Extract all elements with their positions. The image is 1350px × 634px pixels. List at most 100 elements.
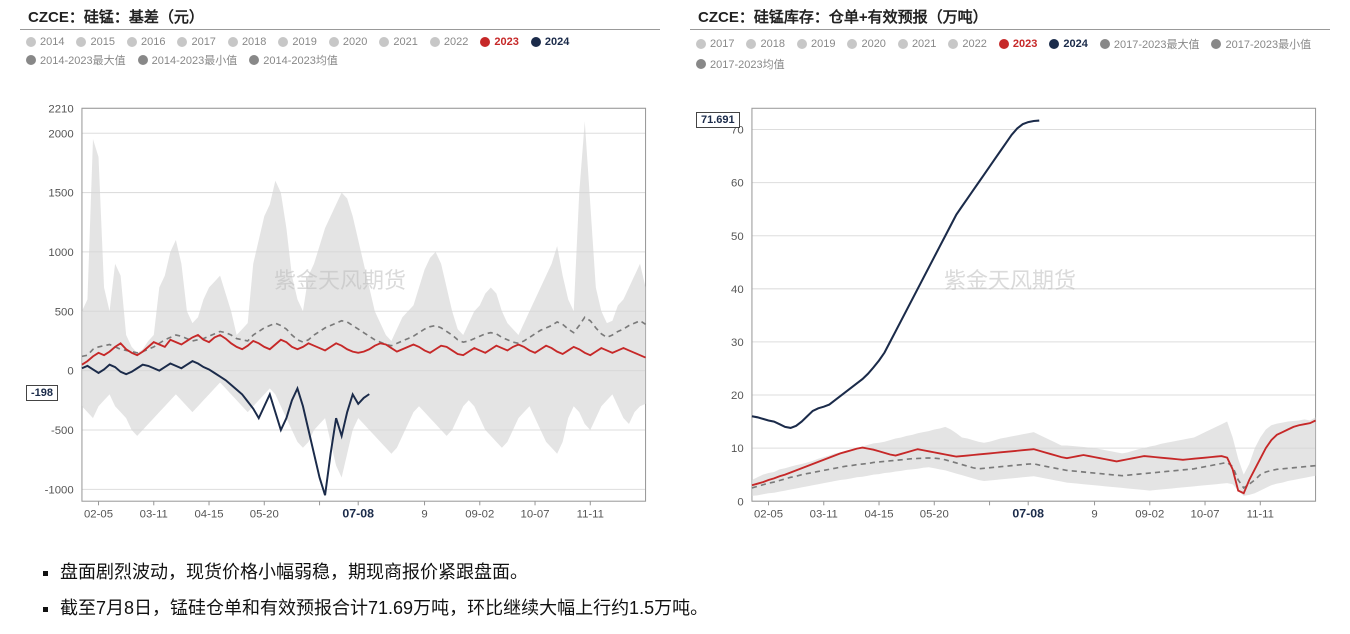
svg-text:10-07: 10-07 bbox=[1191, 509, 1220, 521]
legend-label: 2024 bbox=[545, 36, 569, 48]
legend-item[interactable]: 2014 bbox=[26, 36, 64, 48]
legend-swatch bbox=[531, 37, 541, 47]
legend-label: 2024 bbox=[1063, 38, 1087, 50]
svg-text:2000: 2000 bbox=[48, 128, 73, 140]
legend-label: 2017-2023最小值 bbox=[1225, 36, 1311, 52]
legend-item[interactable]: 2023 bbox=[999, 36, 1037, 52]
chart-left-legend: 2014 2015 2016 2017 2018 2019 2020 2021 2022 2023… bbox=[20, 34, 660, 98]
legend-item[interactable]: 2014-2023最小值 bbox=[138, 52, 238, 68]
legend-swatch bbox=[249, 55, 259, 65]
legend-label: 2023 bbox=[1013, 38, 1037, 50]
legend-item[interactable]: 2020 bbox=[329, 36, 367, 48]
legend-label: 2017 bbox=[191, 36, 215, 48]
bullet-item: 盘面剧烈波动，现货价格小幅弱稳，期现商报价紧跟盘面。 bbox=[60, 554, 1310, 590]
legend-item[interactable]: 2014-2023最大值 bbox=[26, 52, 126, 68]
legend-label: 2018 bbox=[242, 36, 266, 48]
legend-swatch bbox=[1100, 39, 1110, 49]
svg-text:10: 10 bbox=[731, 443, 744, 455]
legend-swatch bbox=[278, 37, 288, 47]
legend-label: 2015 bbox=[90, 36, 114, 48]
legend-item[interactable]: 2014-2023均值 bbox=[249, 52, 338, 68]
svg-text:9: 9 bbox=[421, 509, 427, 521]
svg-text:30: 30 bbox=[731, 337, 744, 349]
legend-item[interactable]: 2022 bbox=[430, 36, 468, 48]
svg-text:11-11: 11-11 bbox=[1247, 509, 1274, 521]
legend-swatch bbox=[948, 39, 958, 49]
legend-label: 2016 bbox=[141, 36, 165, 48]
legend-swatch bbox=[76, 37, 86, 47]
legend-swatch bbox=[1049, 39, 1059, 49]
chart-left-callout: -198 bbox=[26, 385, 58, 401]
chart-left-svg: -1000-5000500100015002000221002-0503-110… bbox=[20, 98, 660, 530]
svg-text:0: 0 bbox=[67, 366, 73, 378]
svg-text:09-02: 09-02 bbox=[1135, 509, 1164, 521]
svg-text:09-02: 09-02 bbox=[465, 509, 494, 521]
legend-item[interactable]: 2017-2023均值 bbox=[696, 56, 785, 72]
svg-text:40: 40 bbox=[731, 284, 744, 296]
legend-swatch bbox=[696, 59, 706, 69]
legend-item[interactable]: 2017-2023最小值 bbox=[1211, 36, 1311, 52]
legend-swatch bbox=[696, 39, 706, 49]
bullet-item: 截至7月8日，锰硅仓单和有效预报合计71.69万吨，环比继续大幅上行约1.5万吨… bbox=[60, 590, 1310, 626]
svg-text:1000: 1000 bbox=[48, 247, 73, 259]
svg-text:20: 20 bbox=[731, 390, 744, 402]
legend-swatch bbox=[999, 39, 1009, 49]
legend-item[interactable]: 2015 bbox=[76, 36, 114, 48]
legend-item[interactable]: 2024 bbox=[1049, 36, 1087, 52]
chart-right-callout-value: 71.691 bbox=[701, 114, 735, 126]
svg-text:10-07: 10-07 bbox=[521, 509, 550, 521]
legend-label: 2023 bbox=[494, 36, 518, 48]
legend-label: 2014-2023最小值 bbox=[152, 52, 238, 68]
chart-left-callout-value: -198 bbox=[31, 387, 53, 399]
legend-label: 2022 bbox=[962, 38, 986, 50]
legend-label: 2014 bbox=[40, 36, 64, 48]
legend-item[interactable]: 2017 bbox=[696, 36, 734, 52]
chart-left-title: CZCE：硅锰：基差（元） bbox=[20, 0, 660, 30]
svg-text:2210: 2210 bbox=[48, 103, 73, 115]
legend-item[interactable]: 2021 bbox=[379, 36, 417, 48]
svg-text:04-15: 04-15 bbox=[865, 509, 894, 521]
legend-item[interactable]: 2019 bbox=[278, 36, 316, 48]
legend-swatch bbox=[177, 37, 187, 47]
chart-left-plot: -1000-5000500100015002000221002-0503-110… bbox=[20, 98, 660, 530]
legend-swatch bbox=[379, 37, 389, 47]
chart-panel-left: CZCE：硅锰：基差（元） 20142015201620172018201920… bbox=[20, 0, 660, 530]
svg-text:9: 9 bbox=[1091, 509, 1097, 521]
legend-label: 2022 bbox=[444, 36, 468, 48]
legend-label: 2017-2023均值 bbox=[710, 56, 785, 72]
legend-item[interactable]: 2023 bbox=[480, 36, 518, 48]
legend-item[interactable]: 2018 bbox=[746, 36, 784, 52]
chart-panel-right: CZCE：硅锰库存：仓单+有效预报（万吨） 201720182019202020… bbox=[690, 0, 1330, 530]
svg-text:07-08: 07-08 bbox=[1012, 507, 1044, 521]
svg-text:03-11: 03-11 bbox=[140, 509, 168, 521]
svg-text:04-15: 04-15 bbox=[195, 509, 224, 521]
legend-item[interactable]: 2017-2023最大值 bbox=[1100, 36, 1200, 52]
legend-item[interactable]: 2018 bbox=[228, 36, 266, 48]
legend-item[interactable]: 2019 bbox=[797, 36, 835, 52]
svg-text:0: 0 bbox=[737, 496, 743, 508]
legend-label: 2018 bbox=[760, 38, 784, 50]
svg-text:11-11: 11-11 bbox=[577, 509, 604, 521]
svg-text:1500: 1500 bbox=[48, 188, 73, 200]
legend-item[interactable]: 2022 bbox=[948, 36, 986, 52]
legend-swatch bbox=[430, 37, 440, 47]
legend-swatch bbox=[898, 39, 908, 49]
svg-text:500: 500 bbox=[55, 306, 74, 318]
legend-item[interactable]: 2017 bbox=[177, 36, 215, 48]
legend-item[interactable]: 2021 bbox=[898, 36, 936, 52]
legend-swatch bbox=[26, 55, 36, 65]
legend-item[interactable]: 2020 bbox=[847, 36, 885, 52]
legend-swatch bbox=[228, 37, 238, 47]
legend-item[interactable]: 2016 bbox=[127, 36, 165, 48]
svg-text:03-11: 03-11 bbox=[810, 509, 838, 521]
svg-text:-1000: -1000 bbox=[45, 484, 74, 496]
legend-label: 2017-2023最大值 bbox=[1114, 36, 1200, 52]
page-root: CZCE：硅锰：基差（元） 20142015201620172018201920… bbox=[0, 0, 1350, 634]
legend-item[interactable]: 2024 bbox=[531, 36, 569, 48]
legend-label: 2021 bbox=[912, 38, 936, 50]
svg-text:07-08: 07-08 bbox=[342, 507, 374, 521]
legend-swatch bbox=[746, 39, 756, 49]
bullet-list: 盘面剧烈波动，现货价格小幅弱稳，期现商报价紧跟盘面。截至7月8日，锰硅仓单和有效… bbox=[0, 548, 1350, 626]
svg-text:02-05: 02-05 bbox=[84, 509, 113, 521]
chart-right-svg: 01020304050607002-0503-1104-1505-2007-08… bbox=[690, 98, 1330, 530]
